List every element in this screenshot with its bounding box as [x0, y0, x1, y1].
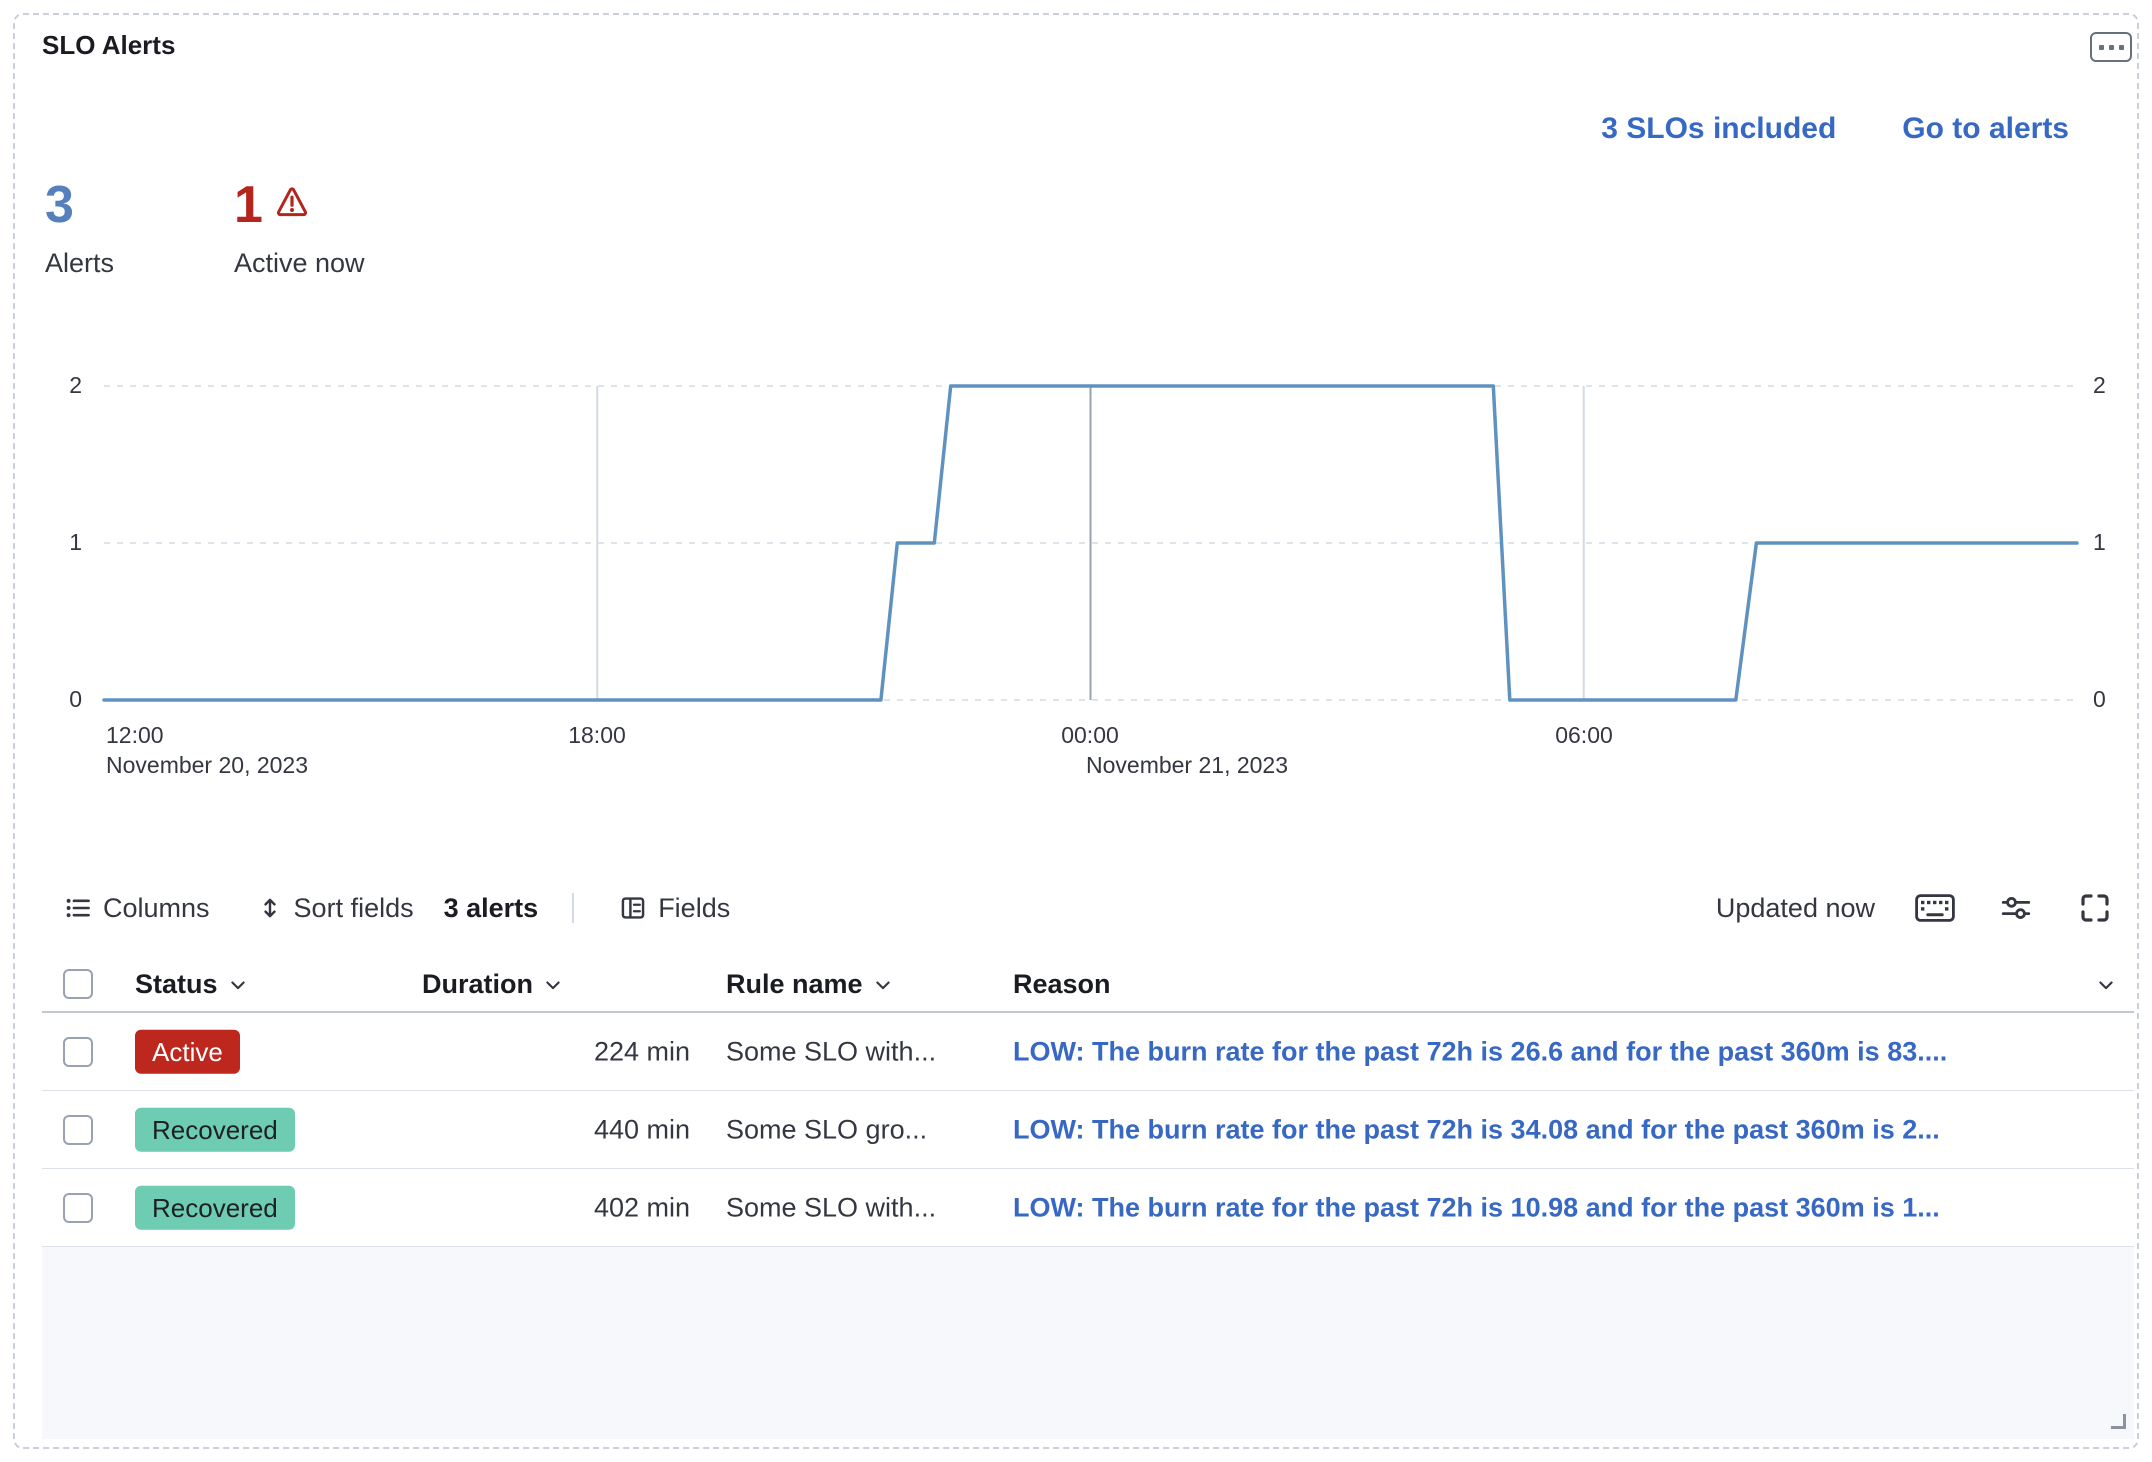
alerts-table: Status Duration Rule name Reason Active … — [42, 955, 2134, 1439]
panel-header-links: 3 SLOs included Go to alerts — [1601, 112, 2069, 146]
rule-name-cell: Some SLO with... — [726, 1192, 937, 1222]
row-checkbox[interactable] — [63, 1036, 93, 1067]
columns-button-label: Columns — [103, 892, 210, 923]
go-to-alerts-link[interactable]: Go to alerts — [1902, 112, 2069, 145]
reason-link[interactable]: LOW: The burn rate for the past 72h is 3… — [1013, 1114, 1940, 1144]
rule-name-cell: Some SLO with... — [726, 1036, 937, 1066]
panel-title: SLO Alerts — [42, 30, 176, 60]
sort-icon — [263, 898, 276, 918]
status-badge: Recovered — [135, 1107, 295, 1152]
x-axis-date-label: November 20, 2023 — [106, 752, 309, 778]
chevron-down-icon[interactable] — [2096, 975, 2116, 995]
duration-cell: 224 min — [593, 1036, 690, 1066]
table-row: Recovered 402 min Some SLO with... LOW: … — [42, 1169, 2134, 1247]
alerts-table-toolbar: Columns Sort fields 3 alerts F — [65, 885, 2111, 931]
status-badge: Active — [135, 1029, 240, 1074]
x-axis-date-label: November 21, 2023 — [1086, 752, 1289, 778]
active-now-stat-value: 1 — [234, 176, 263, 234]
sliders-icon — [2001, 897, 2031, 919]
y-axis-tick-label-right: 2 — [2093, 372, 2106, 398]
table-row: Active 224 min Some SLO with... LOW: The… — [42, 1013, 2134, 1091]
display-options-button[interactable] — [2001, 893, 2031, 923]
chevron-down-icon[interactable] — [543, 975, 563, 995]
row-checkbox[interactable] — [63, 1192, 93, 1223]
warning-icon — [276, 187, 307, 217]
grid-empty-area — [42, 1247, 2134, 1439]
keyboard-icon — [1915, 894, 1955, 922]
alerts-count-stat: 3 — [45, 176, 74, 234]
sort-fields-button-label: Sort fields — [293, 892, 414, 923]
x-axis-tick-label: 18:00 — [568, 722, 626, 748]
toolbar-divider — [572, 893, 575, 923]
header-rule-name-label: Rule name — [726, 969, 863, 999]
alert-count-label: 3 alerts — [443, 892, 539, 923]
chevron-down-icon[interactable] — [228, 975, 248, 995]
list-icon — [66, 898, 90, 918]
resize-handle[interactable] — [2111, 1414, 2126, 1429]
fullscreen-icon — [2081, 894, 2109, 922]
y-axis-tick-label-right: 1 — [2093, 529, 2106, 555]
alerts-chart-svg — [102, 384, 2079, 702]
x-axis-tick-label: 00:00 — [1061, 722, 1119, 748]
header-status-label: Status — [135, 969, 218, 999]
keyboard-shortcuts-button[interactable] — [1915, 894, 1955, 922]
y-axis-tick-label: 2 — [69, 372, 82, 398]
updated-status-text: Updated now — [1715, 892, 1875, 923]
y-axis-tick-label-right: 0 — [2093, 686, 2106, 712]
header-duration[interactable]: Duration — [422, 969, 563, 1000]
row-checkbox[interactable] — [63, 1114, 93, 1145]
fields-button-label: Fields — [658, 892, 731, 923]
table-row: Recovered 440 min Some SLO gro... LOW: T… — [42, 1091, 2134, 1169]
active-now-stat: 1 — [234, 174, 309, 236]
chevron-down-icon[interactable] — [873, 975, 893, 995]
rule-name-cell: Some SLO gro... — [726, 1114, 928, 1144]
reason-link[interactable]: LOW: The burn rate for the past 72h is 1… — [1013, 1192, 1940, 1222]
fullscreen-button[interactable] — [2079, 892, 2111, 924]
y-axis-tick-label: 1 — [69, 529, 82, 555]
reason-link[interactable]: LOW: The burn rate for the past 72h is 2… — [1013, 1036, 1948, 1066]
header-reason-label: Reason — [1013, 969, 1111, 999]
x-axis-tick-label: 12:00 — [106, 722, 164, 748]
active-now-stat-label: Active now — [234, 248, 365, 278]
header-status[interactable]: Status — [135, 969, 248, 1000]
slos-included-link[interactable]: 3 SLOs included — [1601, 112, 1837, 145]
select-all-checkbox[interactable] — [63, 969, 93, 999]
duration-cell: 440 min — [593, 1114, 690, 1144]
boxes-horizontal-icon — [2098, 44, 2124, 50]
fields-icon — [621, 897, 645, 919]
fields-button[interactable]: Fields — [620, 893, 730, 924]
header-reason[interactable]: Reason — [1013, 969, 2116, 1000]
alerts-table-header: Status Duration Rule name Reason — [42, 955, 2134, 1013]
header-duration-label: Duration — [422, 969, 533, 999]
panel-options-button[interactable] — [2090, 32, 2132, 62]
sort-fields-button[interactable]: Sort fields — [258, 893, 414, 924]
status-badge: Recovered — [135, 1185, 295, 1230]
alerts-timeline-chart — [102, 384, 2079, 702]
header-rule-name[interactable]: Rule name — [726, 969, 893, 1000]
columns-button[interactable]: Columns — [65, 893, 210, 924]
duration-cell: 402 min — [593, 1192, 690, 1222]
alerts-count-stat-label: Alerts — [45, 248, 115, 278]
x-axis-tick-label: 06:00 — [1555, 722, 1613, 748]
y-axis-tick-label: 0 — [69, 686, 82, 712]
